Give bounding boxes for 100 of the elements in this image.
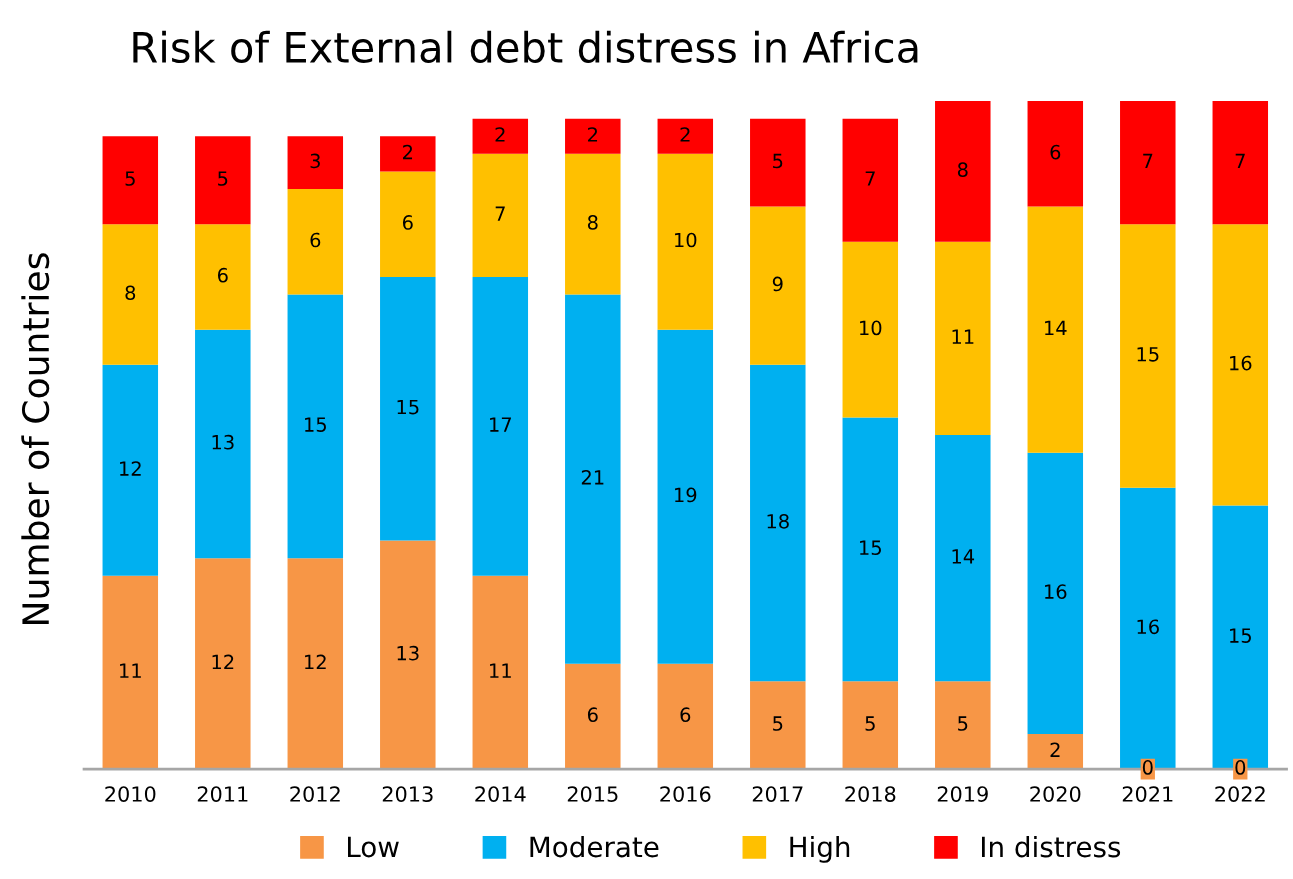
legend-label: Moderate (530, 835, 659, 858)
data-label: 6 (217, 267, 228, 283)
bar (565, 118, 621, 154)
bar (565, 663, 621, 770)
bar (1120, 101, 1176, 225)
data-label: 7 (1143, 153, 1153, 168)
bar (195, 224, 251, 330)
data-label: 0 (1142, 760, 1153, 775)
bar (195, 558, 251, 770)
bar (102, 364, 159, 576)
data-label: 8 (587, 215, 598, 230)
bar (1212, 101, 1269, 225)
bar (842, 681, 899, 770)
data-label: 2 (403, 144, 413, 160)
data-label: 5 (218, 171, 228, 186)
data-label: 5 (773, 153, 783, 169)
bar (935, 435, 991, 682)
bar (1027, 101, 1084, 207)
bar (750, 206, 806, 365)
legend-label: High (790, 835, 850, 863)
bar (1027, 206, 1084, 453)
x-tick-label: 2012 (290, 786, 340, 802)
data-label: 15 (860, 540, 881, 556)
data-label: 18 (767, 513, 789, 529)
data-label: 3 (310, 153, 320, 169)
bar (1027, 452, 1084, 734)
x-tick-label: 2011 (197, 786, 248, 802)
y-axis-title: Number of Countries (21, 253, 50, 624)
bar (1120, 224, 1176, 488)
data-label: 6 (1050, 144, 1061, 160)
bar (287, 188, 344, 295)
data-label: 5 (865, 716, 875, 731)
data-label: 15 (305, 417, 326, 432)
x-tick-label: 2017 (752, 786, 803, 802)
x-tick-label: 2021 (1122, 786, 1173, 802)
bar (842, 118, 899, 242)
data-label: 10 (675, 232, 697, 248)
data-label: 19 (675, 487, 697, 503)
data-label: 6 (587, 707, 598, 723)
data-label: 16 (1230, 355, 1252, 371)
x-tick-label: 2022 (1215, 786, 1265, 802)
bar (380, 276, 436, 541)
data-label: 5 (958, 716, 968, 731)
bar (750, 364, 806, 682)
bar (565, 294, 621, 664)
legend-label: In distress (982, 835, 1121, 858)
data-label: 12 (120, 461, 141, 476)
x-tick-label: 2019 (937, 786, 988, 802)
bar (472, 575, 529, 770)
data-label: 6 (680, 707, 691, 723)
data-label: 8 (125, 285, 136, 301)
bar (472, 118, 529, 154)
data-label: 5 (773, 716, 783, 731)
bar (195, 329, 251, 559)
bar (657, 329, 714, 664)
bar (472, 276, 529, 576)
data-label: 5 (125, 171, 135, 186)
bar (1027, 733, 1084, 770)
bar (102, 136, 159, 225)
x-tick-label: 2010 (105, 786, 156, 802)
data-label: 13 (397, 645, 419, 661)
chart-title: Risk of External debt distress in Africa (133, 30, 918, 64)
x-tick-label: 2015 (567, 786, 618, 802)
data-label: 8 (957, 162, 968, 178)
bar (750, 681, 806, 770)
data-label: 7 (1235, 153, 1245, 168)
data-label: 11 (120, 663, 141, 678)
data-label: 16 (1045, 584, 1067, 599)
data-label: 11 (952, 329, 974, 344)
bar (287, 558, 344, 770)
data-label: 21 (581, 469, 604, 485)
data-label: 13 (212, 434, 234, 450)
data-label: 14 (952, 549, 975, 564)
bar (287, 136, 344, 189)
data-label: 14 (1045, 320, 1067, 335)
x-tick-label: 2018 (845, 786, 896, 802)
bar (287, 294, 344, 559)
data-label: 12 (212, 654, 234, 670)
data-label: 7 (495, 206, 505, 221)
data-label: 6 (402, 215, 413, 230)
data-label: 2 (588, 127, 598, 142)
data-label: 15 (397, 399, 419, 415)
data-label: 2 (1050, 742, 1060, 757)
bar (935, 101, 991, 242)
bar (380, 171, 436, 277)
bar (195, 136, 251, 225)
bar (380, 136, 436, 172)
x-tick-label: 2013 (382, 786, 433, 802)
data-label: 6 (310, 232, 321, 248)
x-tick-label: 2014 (475, 786, 526, 802)
bar (102, 224, 159, 365)
data-label: 10 (860, 320, 882, 336)
legend-label: Low (348, 836, 399, 858)
data-label: 7 (865, 171, 875, 186)
data-label: 17 (490, 417, 511, 432)
data-label: 0 (1235, 760, 1246, 775)
bar (102, 575, 159, 770)
bar (472, 153, 529, 277)
bar (935, 681, 991, 770)
data-label: 15 (1137, 347, 1159, 362)
